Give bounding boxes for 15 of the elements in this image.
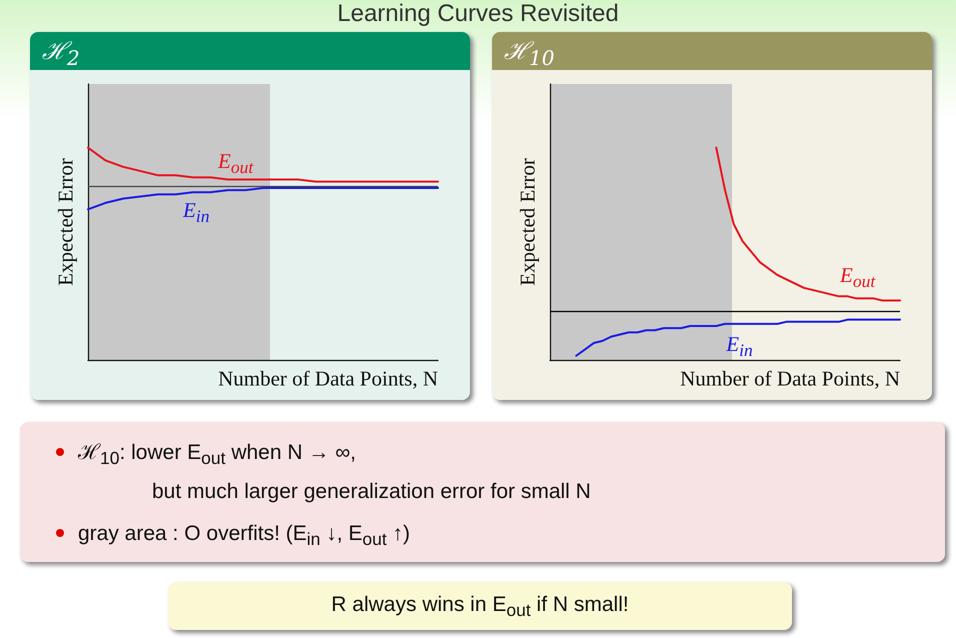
x-axis-title: Number of Data Points, N — [218, 366, 438, 390]
x-axis-title: Number of Data Points, N — [680, 366, 900, 390]
series-label: E$_{out}$ — [840, 263, 876, 292]
text: Learning Curves Revisited — [336, 0, 620, 28]
text: gray area : O overfits! (E$_{in}$ ↓, E$_{out}$ ↑) — [78, 522, 410, 550]
text: ℋ$_{10}$: lower E$_{out}$ when N → ∞, — [78, 441, 356, 468]
series-label: E$_{in}$ — [183, 198, 210, 228]
y-axis-title: Expected Error — [54, 158, 78, 286]
series-label: E$_{out}$ — [218, 148, 254, 178]
chart-title: ℋ$_{10}$ — [492, 32, 932, 70]
text: R always wins in E$_{out}$ if N small! — [331, 593, 629, 620]
series-label: E$_{in}$ — [726, 332, 753, 362]
y-axis-title: Expected Error — [516, 158, 540, 286]
chart-title: ℋ$_{2}$ — [30, 32, 470, 70]
text: but much larger generalization error for small N — [152, 480, 591, 504]
